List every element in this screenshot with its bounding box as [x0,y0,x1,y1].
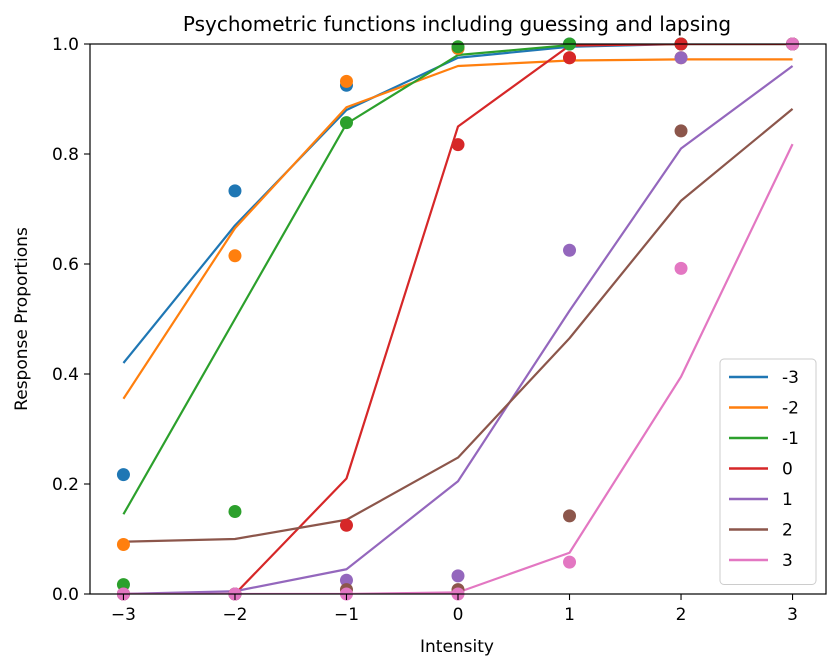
data-point-series-1 [451,569,465,583]
legend-box [719,358,817,585]
fit-line-series-2 [123,108,794,543]
y-tick-label: 0.2 [52,475,79,495]
x-tick-label: 2 [676,605,687,625]
data-point-series-1 [339,573,353,587]
y-tick-label: 0.0 [52,585,79,605]
legend-label-series-0: 0 [782,460,793,480]
data-point-series--1 [451,40,465,54]
data-point-series-2 [563,509,577,523]
legend-label-series-3: 3 [782,551,793,571]
data-point-series-2 [674,124,688,138]
data-point-series--3 [228,184,242,198]
fit-line-series-0 [123,44,793,594]
data-point-series-0 [451,138,465,152]
legend-label-series--1: -1 [782,429,799,449]
y-axis-title: Response Proportions [12,227,32,411]
legend: -3 -2 -1 0 1 2 3 [719,358,817,585]
data-point-series--1 [339,116,353,130]
legend-label-series-1: 1 [782,490,793,510]
data-point-series-3 [674,261,688,275]
data-point-series--2 [228,249,242,263]
data-point-series--2 [116,538,130,551]
legend-label-series--3: -3 [782,368,799,388]
data-point-series--2 [339,74,353,88]
data-point-series-1 [563,243,577,257]
legend-label-series--2: -2 [782,399,799,419]
plot-area: −3 −2 −1 0 1 2 3 0.0 0.2 0.4 0.6 0.8 1.0 [52,35,827,625]
y-tick-label: 0.4 [52,365,79,385]
x-tick-label: 0 [453,605,464,625]
y-tick-label: 0.8 [52,145,79,165]
x-axis-title: Intensity [420,637,494,657]
data-point-series-0 [339,518,353,532]
x-tick-label: 1 [564,605,575,625]
series-lines [122,44,794,594]
y-tick-label: 0.6 [52,255,79,275]
chart-title: Psychometric functions including guessin… [183,12,731,36]
data-point-series--1 [228,505,242,518]
x-tick-label: 3 [787,605,798,625]
legend-label-series-2: 2 [782,521,793,541]
data-point-series--1 [116,578,130,592]
data-point-series--3 [116,468,130,482]
y-tick-label: 1.0 [52,35,79,55]
fit-line-series--3 [122,44,793,364]
data-point-series-3 [563,555,577,569]
x-tick-label: −3 [111,605,136,625]
x-tick-label: −1 [334,605,359,625]
data-point-series-0 [563,51,577,65]
fit-line-series--1 [122,44,793,515]
data-point-series-1 [674,51,688,65]
x-tick-label: −2 [222,605,247,625]
